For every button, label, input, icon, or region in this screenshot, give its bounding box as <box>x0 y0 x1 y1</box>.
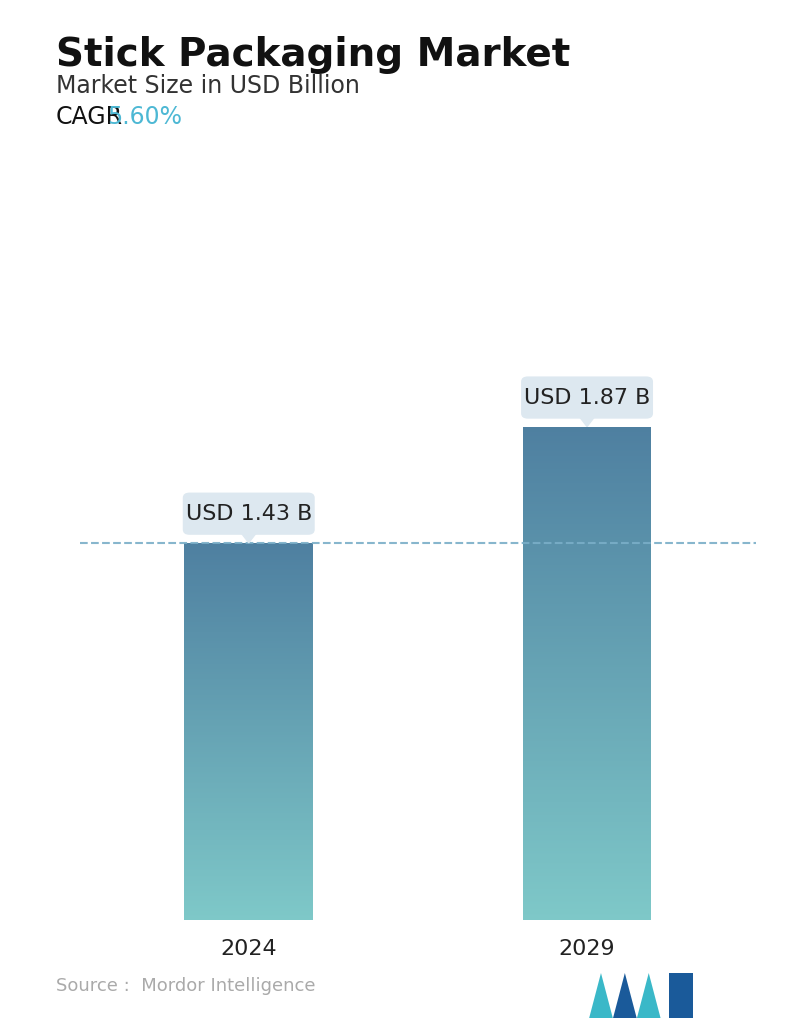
Polygon shape <box>577 414 597 427</box>
FancyBboxPatch shape <box>521 376 653 419</box>
Text: 2024: 2024 <box>220 939 277 959</box>
Polygon shape <box>669 973 693 1018</box>
Polygon shape <box>637 973 661 1018</box>
Text: Market Size in USD Billion: Market Size in USD Billion <box>56 74 360 98</box>
FancyBboxPatch shape <box>183 492 314 535</box>
Text: Stick Packaging Market: Stick Packaging Market <box>56 36 570 74</box>
Polygon shape <box>239 529 259 543</box>
Text: CAGR: CAGR <box>56 105 123 129</box>
Polygon shape <box>589 973 613 1018</box>
Text: Source :  Mordor Intelligence: Source : Mordor Intelligence <box>56 977 315 995</box>
Polygon shape <box>613 973 637 1018</box>
Text: USD 1.87 B: USD 1.87 B <box>524 388 650 407</box>
Text: USD 1.43 B: USD 1.43 B <box>185 504 312 523</box>
Text: 5.60%: 5.60% <box>107 105 182 129</box>
Text: 2029: 2029 <box>559 939 615 959</box>
